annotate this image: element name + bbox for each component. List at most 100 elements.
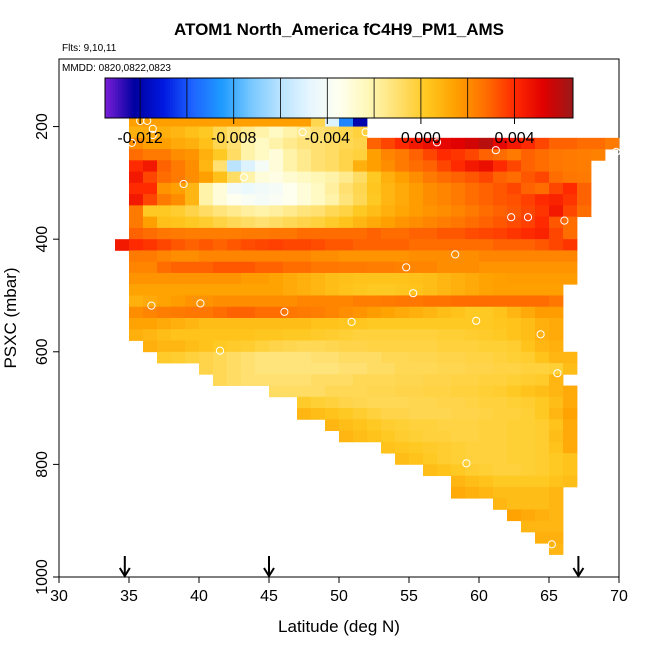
heatmap-cell — [269, 160, 284, 173]
heatmap-cell — [311, 227, 326, 240]
heatmap-cell — [423, 272, 438, 285]
heatmap-cell — [493, 149, 508, 161]
heatmap-cell — [479, 374, 494, 386]
heatmap-cell — [311, 182, 326, 195]
colorbar-segment — [123, 78, 127, 118]
heatmap-cell — [423, 284, 438, 296]
heatmap-cell — [157, 205, 172, 218]
heatmap-cell — [507, 441, 522, 454]
heatmap-cell — [423, 182, 438, 195]
heatmap-cell — [283, 115, 298, 127]
heatmap-cell — [395, 137, 410, 150]
heatmap-cell — [353, 351, 368, 364]
heatmap-cell — [479, 205, 494, 218]
heatmap-cell — [563, 408, 578, 420]
heatmap-cell — [185, 205, 200, 218]
heatmap-cell — [563, 149, 578, 161]
heatmap-cell — [381, 340, 396, 353]
x-tick-label: 35 — [120, 588, 138, 605]
colorbar-segment — [292, 78, 296, 118]
heatmap-cell — [507, 453, 522, 465]
heatmap-cell — [171, 351, 186, 364]
heatmap-cell — [549, 475, 564, 488]
heatmap-cell — [339, 182, 354, 195]
heatmap-cell — [409, 430, 424, 443]
flight-marker — [148, 130, 157, 140]
colorbar-segment — [209, 78, 213, 118]
heatmap-cell — [451, 284, 466, 296]
colorbar-segment — [271, 78, 275, 118]
colorbar-segment — [380, 78, 384, 118]
heatmap-cell — [129, 239, 144, 251]
colorbar-segment — [479, 78, 483, 118]
heatmap-cell — [227, 363, 242, 375]
heatmap-cell — [507, 171, 522, 184]
colorbar-segment — [461, 78, 465, 118]
heatmap-cell — [577, 160, 592, 173]
colorbar-segment — [339, 78, 343, 118]
colorbar-segment — [424, 78, 428, 118]
heatmap-cell — [241, 239, 256, 251]
heatmap-cell — [269, 126, 284, 139]
heatmap-cell — [479, 261, 494, 274]
heatmap-cell — [311, 385, 326, 398]
heatmap-cell — [325, 329, 340, 341]
heatmap-cell — [465, 351, 480, 364]
heatmap-cell — [521, 486, 536, 499]
heatmap-cell — [465, 408, 480, 420]
heatmap-cell — [171, 160, 186, 173]
heatmap-cell — [521, 419, 536, 432]
heatmap-cell — [479, 160, 494, 173]
heatmap-cell — [367, 137, 382, 150]
heatmap-cell — [269, 227, 284, 240]
heatmap-cell — [325, 171, 340, 184]
heatmap-cell — [339, 171, 354, 184]
flight-marker — [507, 213, 516, 222]
colorbar-segment — [180, 78, 184, 118]
heatmap-cell — [311, 396, 326, 409]
flight-marker — [402, 263, 411, 272]
heatmap-cell — [227, 216, 242, 229]
heatmap-cell — [409, 160, 424, 173]
heatmap-cell — [353, 318, 368, 330]
heatmap-cell — [143, 115, 158, 127]
heatmap-cell — [563, 171, 578, 184]
colorbar-segment — [456, 78, 460, 118]
heatmap-cell — [521, 453, 536, 465]
heatmap-cell — [353, 396, 368, 409]
heatmap-cell — [143, 306, 158, 319]
heatmap-cell — [325, 408, 340, 420]
flight-marker — [472, 316, 481, 325]
flight-marker — [148, 124, 157, 133]
colorbar-segment — [331, 78, 335, 118]
x-tick-label: 40 — [190, 588, 208, 605]
heatmap-cell — [479, 396, 494, 409]
colorbar-segment — [505, 78, 509, 118]
heatmap-cell — [437, 453, 452, 465]
colorbar-segment — [294, 78, 298, 118]
heatmap-cell — [409, 137, 424, 150]
heatmap-cell — [339, 216, 354, 229]
heatmap-cell — [171, 149, 186, 161]
heatmap-cell — [409, 453, 424, 465]
heatmap-cell — [479, 351, 494, 364]
heatmap-cell — [549, 363, 564, 375]
heatmap-cell — [507, 396, 522, 409]
heatmap-cell — [479, 239, 494, 251]
heatmap-cell — [437, 351, 452, 364]
colorbar-segment — [489, 78, 493, 118]
heatmap-cell — [451, 205, 466, 218]
heatmap-cell — [255, 137, 270, 150]
heatmap-cell — [353, 126, 368, 139]
heatmap-cell — [367, 351, 382, 364]
heatmap-cell — [437, 272, 452, 285]
heatmap-cell — [549, 351, 564, 364]
heatmap-cell — [283, 205, 298, 218]
heatmap-cell — [549, 396, 564, 409]
heatmap-cell — [563, 205, 578, 218]
colorbar-segment — [253, 78, 257, 118]
heatmap-cell — [521, 182, 536, 195]
heatmap-cell — [185, 329, 200, 341]
heatmap-cell — [283, 284, 298, 296]
heatmap-cell — [227, 149, 242, 161]
